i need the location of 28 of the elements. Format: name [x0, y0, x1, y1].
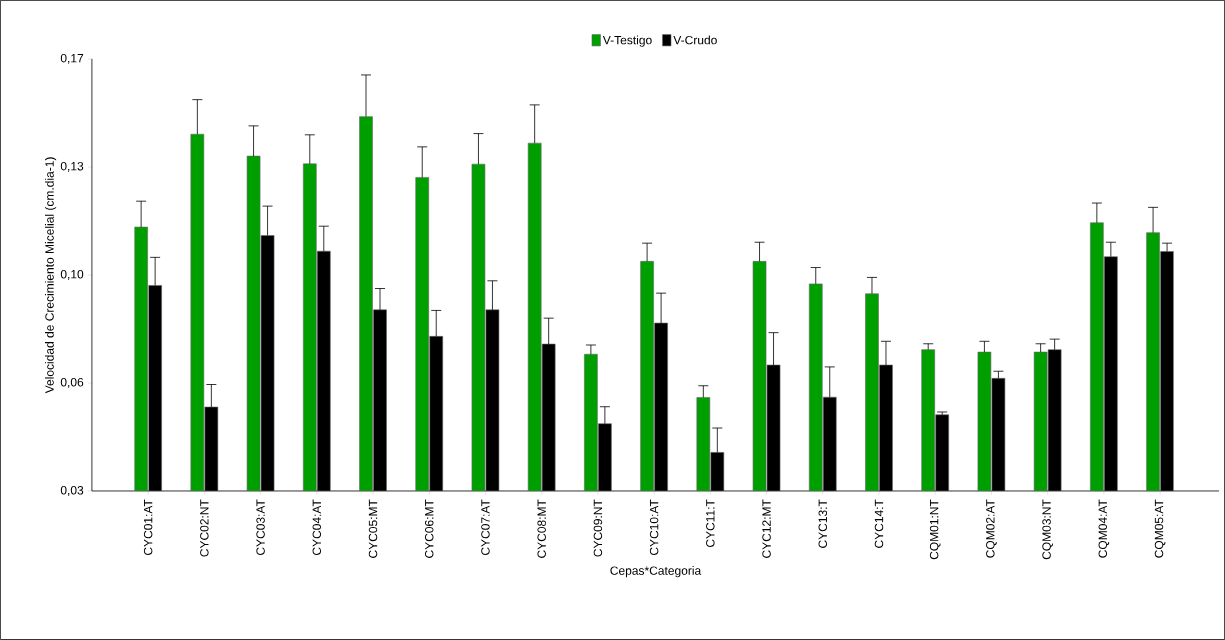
x-tick-label: CYC02:NT: [200, 499, 209, 557]
y-tick-label: 0,03: [60, 486, 84, 496]
x-tick-label: CYC08:MT: [537, 499, 546, 558]
y-tick-label: 0,17: [60, 54, 84, 64]
legend-label: V-Crudo: [673, 35, 717, 45]
y-tick-label: 0,06: [60, 378, 84, 388]
x-tick-label: CYC06:MT: [424, 499, 434, 558]
x-tick-label: CYC01:AT: [143, 499, 153, 556]
x-tick-label: CYC04:AT: [312, 499, 322, 556]
x-tick-label: CYC03:AT: [256, 499, 265, 556]
x-tick-label: CQM01:NT: [929, 499, 941, 560]
x-tick-label: CQM04:AT: [1098, 499, 1110, 558]
x-tick-label: CQM05:AT: [1154, 499, 1166, 558]
x-tick-label: CYC05:MT: [368, 499, 378, 558]
x-tick-label: CQM03:NT: [1042, 499, 1053, 560]
x-tick-label: CYC13:T: [818, 499, 827, 548]
x-tick-label: CYC11:T: [706, 499, 715, 548]
y-axis-title: Velocidad de Crecimiento Micelial (cm.dia-1): [44, 157, 57, 394]
x-tick-label: CYC09:NT: [593, 499, 603, 557]
y-tick-label: 0,10: [60, 270, 84, 280]
x-tick-label: CQM02:AT: [986, 499, 997, 558]
legend-label: V-Testigo: [602, 35, 652, 47]
x-tick-label: CYC12:MT: [762, 499, 771, 558]
x-tick-label: CYC14:T: [874, 499, 884, 548]
x-axis-title: Cepas*Categoria: [610, 566, 702, 578]
x-tick-label: CYC07:AT: [481, 499, 490, 556]
y-tick-label: 0,13: [60, 162, 84, 172]
x-tick-label: CYC10:AT: [649, 499, 659, 556]
